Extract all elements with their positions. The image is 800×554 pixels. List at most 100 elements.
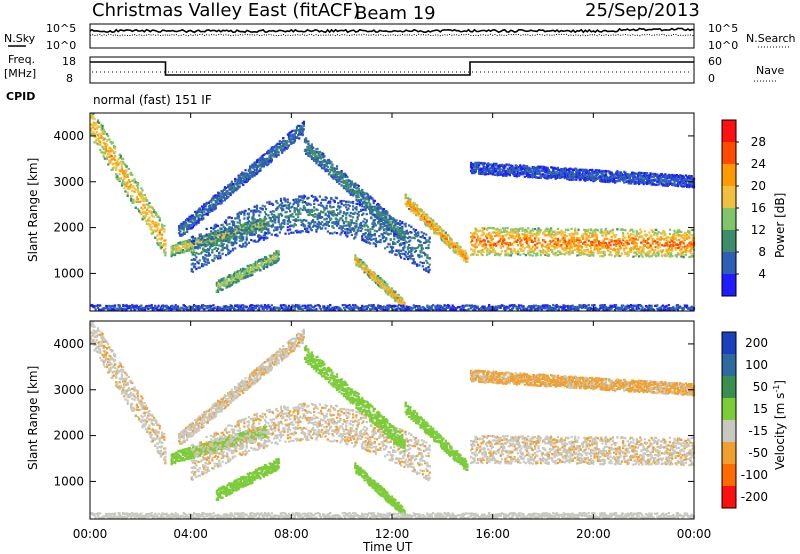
power-cell-early-descending [161, 233, 163, 235]
power-cell-dome [263, 239, 265, 241]
power-cell-falling-upper [403, 231, 405, 233]
power-cell-falling-mid [423, 220, 425, 222]
power-cell-dome [422, 248, 424, 250]
power-cell-dome [271, 213, 273, 215]
power-cell-dome [299, 199, 301, 201]
power-cell-dome [410, 231, 412, 233]
power-cell-rising-upper [298, 137, 300, 139]
power-cell-rising-upper [278, 151, 280, 153]
power-cell-dome [351, 234, 353, 236]
power-cell-dome [198, 237, 200, 239]
power-cell-dome [326, 197, 328, 199]
power-cell-falling-mid [413, 206, 415, 208]
power-cell-dome [339, 206, 341, 208]
power-cell-falling-low [374, 272, 376, 274]
power-cell-dome [304, 228, 306, 230]
power-cell-dome [325, 227, 327, 229]
power-cell-dome [288, 208, 290, 210]
power-cell-dome [369, 231, 371, 233]
power-cell-dome [209, 254, 211, 256]
power-cell-falling-mid [450, 238, 452, 240]
power-cell-dome [217, 238, 219, 240]
freq-panel: Freq. [MHz] 18 8 60 0 Nave CPID normal (… [4, 53, 784, 107]
power-cell-dome [295, 218, 297, 220]
power-cell-dome [273, 210, 275, 212]
power-cell-dome [241, 211, 243, 213]
power-cell-early-descending [111, 155, 113, 157]
power-cell-falling-upper [338, 183, 340, 185]
power-cell-rising-upper [195, 223, 197, 225]
power-cell-early-descending [92, 116, 94, 118]
power-cell-falling-mid [417, 215, 419, 217]
power-cell-dome [254, 218, 256, 220]
power-cell-falling-mid [409, 201, 411, 203]
power-cell-dome [427, 271, 429, 273]
power-cell-early-descending [114, 151, 116, 153]
power-cell-morning-low [185, 247, 187, 249]
power-cell-dome [400, 250, 402, 252]
power-cell-early-descending [131, 195, 133, 197]
power-cell-early-descending [151, 229, 153, 231]
power-cell-dome [272, 203, 274, 205]
power-cell-evening-main [489, 244, 491, 246]
power-cell-dome [302, 200, 304, 202]
beam-label: Beam 19 [355, 3, 436, 24]
power-cell-dome [199, 259, 201, 261]
power-cell-falling-upper [312, 147, 314, 149]
power-cell-falling-upper [336, 165, 338, 167]
power-cell-early-descending [152, 232, 154, 234]
power-cell-falling-upper [347, 186, 349, 188]
power-cell-near-range-low [246, 268, 248, 270]
power-cell-rising-upper [234, 178, 236, 180]
power-cell-dome [323, 209, 325, 211]
power-cell-evening-main [477, 236, 479, 238]
power-cell-evening-main [500, 229, 502, 231]
power-cell-dome [374, 219, 376, 221]
power-cell-falling-upper [385, 218, 387, 220]
power-cell-dome [325, 214, 327, 216]
power-cell-falling-upper [401, 226, 403, 228]
power-cell-dome [268, 202, 270, 204]
power-cell-falling-upper [320, 157, 322, 159]
power-cell-dome [248, 228, 250, 230]
power-cell-early-descending [156, 238, 158, 240]
power-cell-dome [271, 234, 273, 236]
power-cell-dome [214, 244, 216, 246]
power-cell-dome [358, 214, 360, 216]
power-cell-dome [350, 224, 352, 226]
power-cell-evening-main [471, 240, 473, 242]
power-cell-dome [373, 225, 375, 227]
power-cell-dome [234, 228, 236, 230]
power-cell-dome [307, 231, 309, 233]
power-cell-dome [362, 220, 364, 222]
power-cell-early-descending [98, 136, 100, 138]
power-cell-dome [289, 202, 291, 204]
freq-right-tick-low: 0 [708, 72, 715, 85]
power-cell-falling-upper [399, 227, 401, 229]
power-cell-dome [230, 250, 232, 252]
power-cell-dome [390, 239, 392, 241]
power-cell-dome [347, 232, 349, 234]
power-cell-falling-mid [465, 252, 467, 254]
power-cell-falling-low [401, 298, 403, 300]
power-cell-dome [235, 238, 237, 240]
power-cell-rising-upper [242, 184, 244, 186]
power-cell-dome [198, 253, 200, 255]
power-cell-dome [378, 221, 380, 223]
power-cell-dome [264, 211, 266, 213]
power-cell-dome [333, 210, 335, 212]
power-cell-dome [328, 221, 330, 223]
power-cell-evening-main [499, 231, 501, 233]
power-cell-dome [194, 259, 196, 261]
power-cell-dome [283, 219, 285, 221]
power-cell-dome [410, 226, 412, 228]
power-cell-dome [217, 255, 219, 257]
power-cell-dome [347, 221, 349, 223]
power-cell-evening-main [486, 248, 488, 250]
power-cell-early-descending [122, 181, 124, 183]
power-cell-dome [313, 210, 315, 212]
power-cell-dome [214, 254, 216, 256]
power-cell-dome [296, 230, 298, 232]
power-cell-falling-mid [456, 242, 458, 244]
power-cell-dome [255, 211, 257, 213]
